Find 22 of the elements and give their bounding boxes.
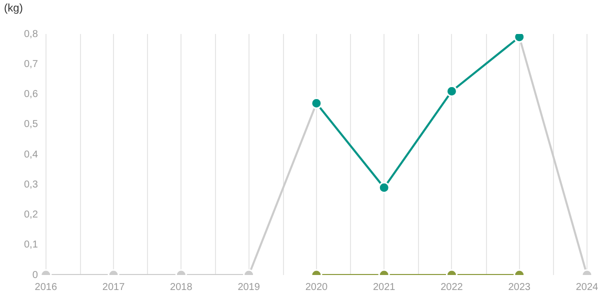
x-tick-label: 2017: [102, 282, 126, 293]
y-axis-title: (kg): [4, 2, 23, 15]
x-tick-label: 2021: [372, 282, 396, 293]
y-tick-label: 0,4: [24, 149, 38, 160]
x-tick-label: 2016: [34, 282, 58, 293]
y-tick-label: 0,1: [24, 240, 38, 251]
y-tick-label: 0,3: [24, 179, 38, 190]
x-tick-label: 2020: [305, 282, 328, 293]
y-tick-label: 0,8: [24, 28, 38, 40]
x-tick-label: 2018: [170, 282, 193, 293]
point: [310, 98, 322, 110]
point: [514, 34, 526, 43]
x-tick-label: 2024: [576, 282, 599, 293]
x-tick-label: 2022: [440, 282, 464, 293]
y-tick-label: 0,7: [24, 58, 38, 70]
x-tick-label: 2019: [238, 282, 260, 293]
x-tick-label: 2023: [508, 282, 531, 293]
y-tick-label: 0,6: [24, 89, 38, 100]
y-tick-label: 0,5: [24, 119, 38, 130]
y-tick-label: 0,2: [24, 210, 38, 220]
point: [378, 182, 390, 194]
y-tick-label: 0: [32, 270, 38, 281]
